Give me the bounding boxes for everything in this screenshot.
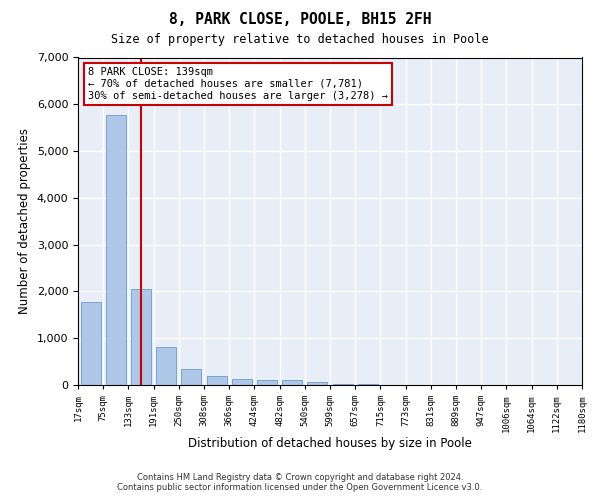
Text: Size of property relative to detached houses in Poole: Size of property relative to detached ho… [111,32,489,46]
Bar [106,114,126,385]
Text: 8, PARK CLOSE, POOLE, BH15 2FH: 8, PARK CLOSE, POOLE, BH15 2FH [169,12,431,28]
Bar [358,384,378,385]
Bar [80,302,101,385]
Bar [181,369,202,385]
Bar [232,379,252,385]
Bar [282,380,302,385]
Bar [332,384,353,385]
Bar [307,382,328,385]
Y-axis label: Number of detached properties: Number of detached properties [18,128,31,314]
Bar [257,380,277,385]
Text: 8 PARK CLOSE: 139sqm
← 70% of detached houses are smaller (7,781)
30% of semi-de: 8 PARK CLOSE: 139sqm ← 70% of detached h… [88,68,388,100]
X-axis label: Distribution of detached houses by size in Poole: Distribution of detached houses by size … [188,437,472,450]
Text: Contains HM Land Registry data © Crown copyright and database right 2024.
Contai: Contains HM Land Registry data © Crown c… [118,473,482,492]
Bar [156,346,176,385]
Bar [131,288,151,385]
Bar [206,376,227,385]
